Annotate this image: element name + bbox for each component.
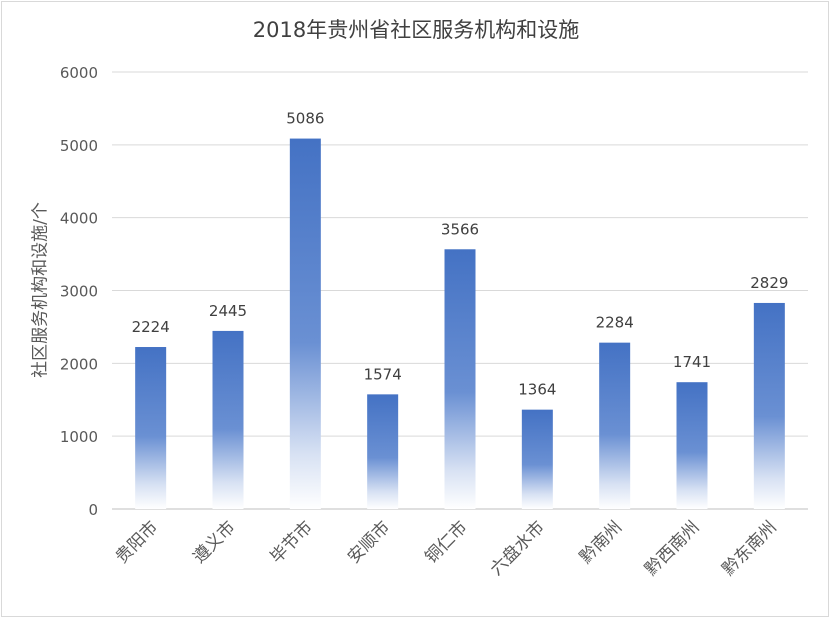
y-tick-label: 5000 xyxy=(60,137,98,155)
data-label: 1364 xyxy=(518,381,556,399)
chart-title: 2018年贵州省社区服务机构和设施 xyxy=(252,18,580,42)
x-tick-label: 安顺市 xyxy=(344,517,394,567)
x-tick-label: 毕节市 xyxy=(267,517,317,567)
y-tick-label: 6000 xyxy=(60,64,98,82)
data-label: 5086 xyxy=(286,110,324,128)
x-tick-label: 贵阳市 xyxy=(112,517,162,567)
bar xyxy=(135,347,167,509)
bar xyxy=(599,342,631,509)
data-label: 1741 xyxy=(673,353,711,371)
data-label: 3566 xyxy=(441,220,479,238)
bar xyxy=(521,409,553,509)
bar xyxy=(676,382,708,509)
bar xyxy=(289,138,321,509)
x-tick-label: 六盘水市 xyxy=(487,517,549,579)
data-label: 1574 xyxy=(364,365,402,383)
x-tick-label: 黔东南州 xyxy=(719,517,781,579)
y-tick-label: 3000 xyxy=(60,283,98,301)
bar xyxy=(444,249,476,509)
data-label: 2829 xyxy=(750,274,788,292)
bar xyxy=(753,302,785,509)
x-tick-label: 遵义市 xyxy=(189,517,239,567)
x-tick-label: 黔南州 xyxy=(576,517,626,567)
bar xyxy=(367,394,399,509)
data-label: 2445 xyxy=(209,302,247,320)
y-tick-label: 2000 xyxy=(60,355,98,373)
x-tick-label: 黔西南州 xyxy=(641,517,703,579)
y-tick-label: 4000 xyxy=(60,210,98,228)
data-label: 2224 xyxy=(132,318,170,336)
data-label: 2284 xyxy=(596,314,634,332)
y-tick-label: 1000 xyxy=(60,428,98,446)
x-tick-label: 铜仁市 xyxy=(421,517,471,567)
bar xyxy=(212,330,244,509)
y-tick-label: 0 xyxy=(88,501,98,519)
